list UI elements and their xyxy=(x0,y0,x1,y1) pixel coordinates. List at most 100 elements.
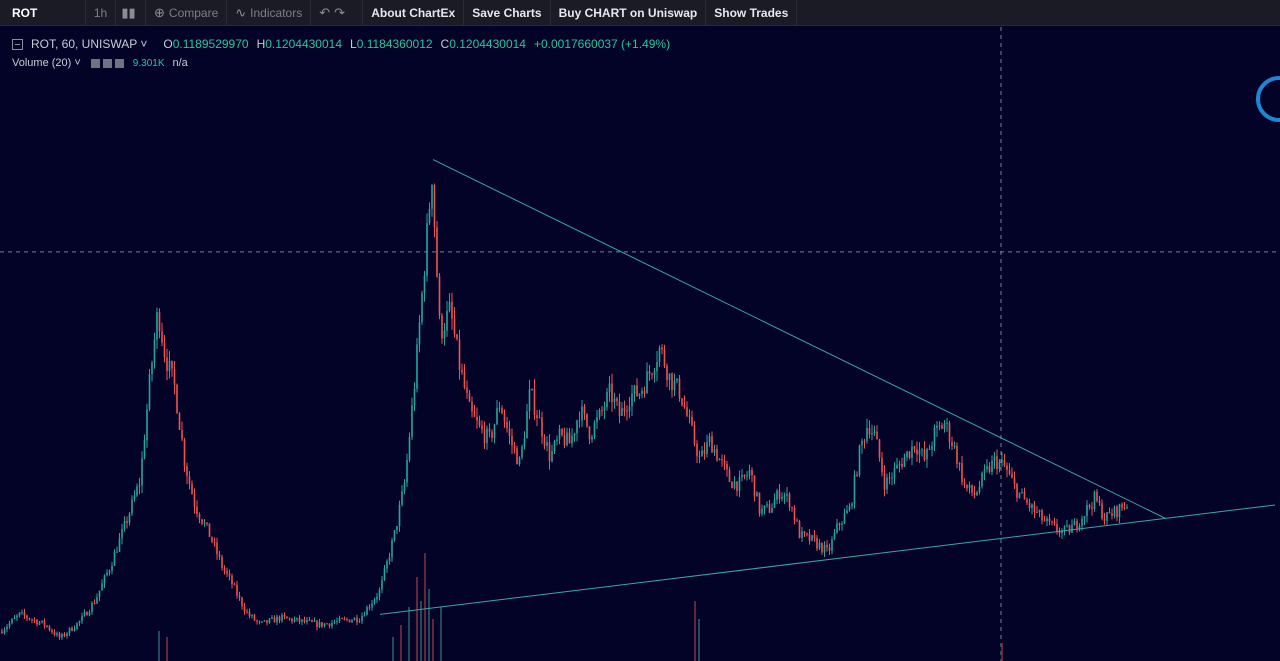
candle-body xyxy=(586,413,588,427)
candle-body xyxy=(438,276,441,316)
volume-bar xyxy=(432,619,434,661)
candle-body xyxy=(923,449,926,460)
candle-body xyxy=(216,542,218,555)
candle-body xyxy=(1018,492,1021,498)
candle-body xyxy=(521,446,523,458)
candle-body xyxy=(756,492,758,497)
ascending-trendline xyxy=(379,504,1276,615)
candle-body xyxy=(963,482,966,485)
candle-body xyxy=(423,275,426,293)
candle-body xyxy=(886,477,888,490)
about-button[interactable]: About ChartEx xyxy=(363,0,465,26)
candle-body xyxy=(573,433,576,436)
candle-body xyxy=(33,619,36,621)
candle-body xyxy=(101,583,103,591)
candle-body xyxy=(1091,507,1093,509)
buy-chart-button[interactable]: Buy CHART on Uniswap xyxy=(551,0,707,26)
save-charts-button[interactable]: Save Charts xyxy=(464,0,551,26)
candle-body xyxy=(993,456,996,461)
candle-body xyxy=(278,616,281,621)
compare-button[interactable]: ⊕ Compare xyxy=(146,0,228,26)
candle-body xyxy=(606,392,608,408)
candle-body xyxy=(986,466,988,470)
remove-icon[interactable] xyxy=(114,58,124,68)
symbol-search[interactable]: ROT xyxy=(0,0,86,26)
candle-body xyxy=(1076,521,1078,529)
candle-body xyxy=(126,521,128,523)
candle-body xyxy=(696,443,698,457)
candle-body xyxy=(981,472,983,487)
redo-icon[interactable]: ↷ xyxy=(334,4,346,20)
candle-body xyxy=(571,435,573,444)
candle-body xyxy=(913,446,916,450)
candle-body xyxy=(193,494,196,507)
candle-body xyxy=(311,620,313,622)
candle-body xyxy=(301,619,303,622)
candle-body xyxy=(488,428,491,432)
candle-body xyxy=(676,378,678,381)
candle-body xyxy=(281,614,283,621)
candle-body xyxy=(436,227,438,277)
candle-body xyxy=(638,394,641,396)
candle-body xyxy=(788,493,791,508)
candle-body xyxy=(1008,470,1011,474)
candle-body xyxy=(128,513,131,523)
candle-body xyxy=(743,474,746,477)
candle-body xyxy=(686,407,688,416)
candle-body xyxy=(718,458,721,461)
candle-body xyxy=(871,433,873,435)
candle-body xyxy=(181,429,183,440)
settings-icon[interactable] xyxy=(102,58,112,68)
candle-body xyxy=(931,446,933,450)
candle-body xyxy=(453,318,456,335)
show-trades-button[interactable]: Show Trades xyxy=(706,0,798,26)
candle-body xyxy=(713,448,716,453)
price-chart[interactable] xyxy=(0,27,1280,661)
indicators-button[interactable]: ∿ Indicators xyxy=(227,0,312,26)
candle-body xyxy=(823,544,826,553)
chart-style-button[interactable]: ▮▮ xyxy=(116,0,146,26)
candle-body xyxy=(366,607,368,616)
candle-body xyxy=(103,575,106,584)
candle-body xyxy=(1036,511,1038,513)
candle-body xyxy=(163,342,166,358)
candle-body xyxy=(731,481,733,489)
candle-body xyxy=(396,526,398,531)
collapse-icon[interactable] xyxy=(12,38,23,50)
interval-button[interactable]: 1h xyxy=(86,0,116,26)
candle-body xyxy=(373,599,376,604)
candle-body xyxy=(468,392,471,402)
candle-body xyxy=(1053,522,1056,525)
chart-area[interactable] xyxy=(0,27,1280,661)
candle-body xyxy=(226,570,228,574)
candle-body xyxy=(911,446,913,458)
candle-body xyxy=(783,495,786,497)
candle-body xyxy=(28,618,31,620)
candle-body xyxy=(653,371,656,375)
candle-body xyxy=(318,622,321,628)
candle-body xyxy=(861,440,863,446)
candle-body xyxy=(253,615,256,621)
candle-body xyxy=(838,523,841,525)
candle-body xyxy=(113,551,116,566)
undo-icon[interactable]: ↶ xyxy=(319,4,331,20)
candle-body xyxy=(648,371,651,374)
candle-body xyxy=(376,596,378,600)
candle-body xyxy=(928,449,931,451)
candle-body xyxy=(666,365,668,381)
candle-body xyxy=(326,623,328,625)
legend-symbol[interactable]: ROT, 60, UNISWAP ˅ xyxy=(31,37,148,51)
candle-body xyxy=(1001,460,1003,462)
volume-bar xyxy=(416,577,418,661)
candle-body xyxy=(116,551,118,553)
candle-body xyxy=(258,621,261,623)
candle-body xyxy=(668,373,671,381)
candle-body xyxy=(1088,505,1091,508)
candle-body xyxy=(236,584,238,596)
candle-body xyxy=(758,492,761,514)
visibility-icon[interactable] xyxy=(90,58,100,68)
candle-body xyxy=(146,409,148,441)
candle-body xyxy=(1093,491,1096,509)
volume-label[interactable]: Volume (20) ˅ xyxy=(12,57,81,69)
candles-icon: ▮▮ xyxy=(121,4,136,20)
